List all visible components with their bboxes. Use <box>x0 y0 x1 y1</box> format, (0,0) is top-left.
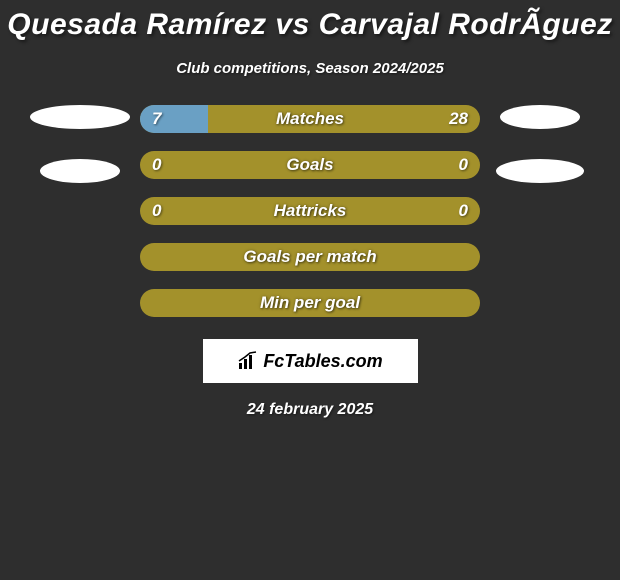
bar-label: Matches <box>140 105 480 133</box>
chart-icon <box>237 351 259 371</box>
player-placeholder-ellipse <box>496 159 584 183</box>
bar-label: Goals <box>140 151 480 179</box>
bar-value-left: 7 <box>152 105 161 133</box>
bar-label: Goals per match <box>140 243 480 271</box>
left-player-col <box>20 105 140 183</box>
subtitle: Club competitions, Season 2024/2025 <box>176 60 444 77</box>
bar-value-left: 0 <box>152 197 161 225</box>
stats-comparison-card: Quesada Ramírez vs Carvajal RodrÃ­guez C… <box>0 0 620 419</box>
stat-bars: Matches728Goals00Hattricks00Goals per ma… <box>140 105 480 317</box>
bar-label: Min per goal <box>140 289 480 317</box>
stat-bar: Hattricks0 0 <box>140 197 480 225</box>
player-placeholder-ellipse <box>30 105 130 129</box>
right-player-col <box>480 105 600 183</box>
stat-bar: Matches7 28 <box>140 105 480 133</box>
bar-label: Hattricks <box>140 197 480 225</box>
stat-bar: Min per goal <box>140 289 480 317</box>
logo-text: FcTables.com <box>263 351 382 372</box>
player-placeholder-ellipse <box>40 159 120 183</box>
bar-value-right: 0 <box>459 151 468 179</box>
stat-bar: Goals0 0 <box>140 151 480 179</box>
bar-value-right: 28 <box>449 105 468 133</box>
bar-value-left: 0 <box>152 151 161 179</box>
player-placeholder-ellipse <box>500 105 580 129</box>
logo-badge: FcTables.com <box>203 339 418 383</box>
page-title: Quesada Ramírez vs Carvajal RodrÃ­guez <box>7 8 612 42</box>
bar-value-right: 0 <box>459 197 468 225</box>
main-row: Matches728Goals00Hattricks00Goals per ma… <box>0 105 620 317</box>
date-label: 24 february 2025 <box>247 401 373 419</box>
stat-bar: Goals per match <box>140 243 480 271</box>
